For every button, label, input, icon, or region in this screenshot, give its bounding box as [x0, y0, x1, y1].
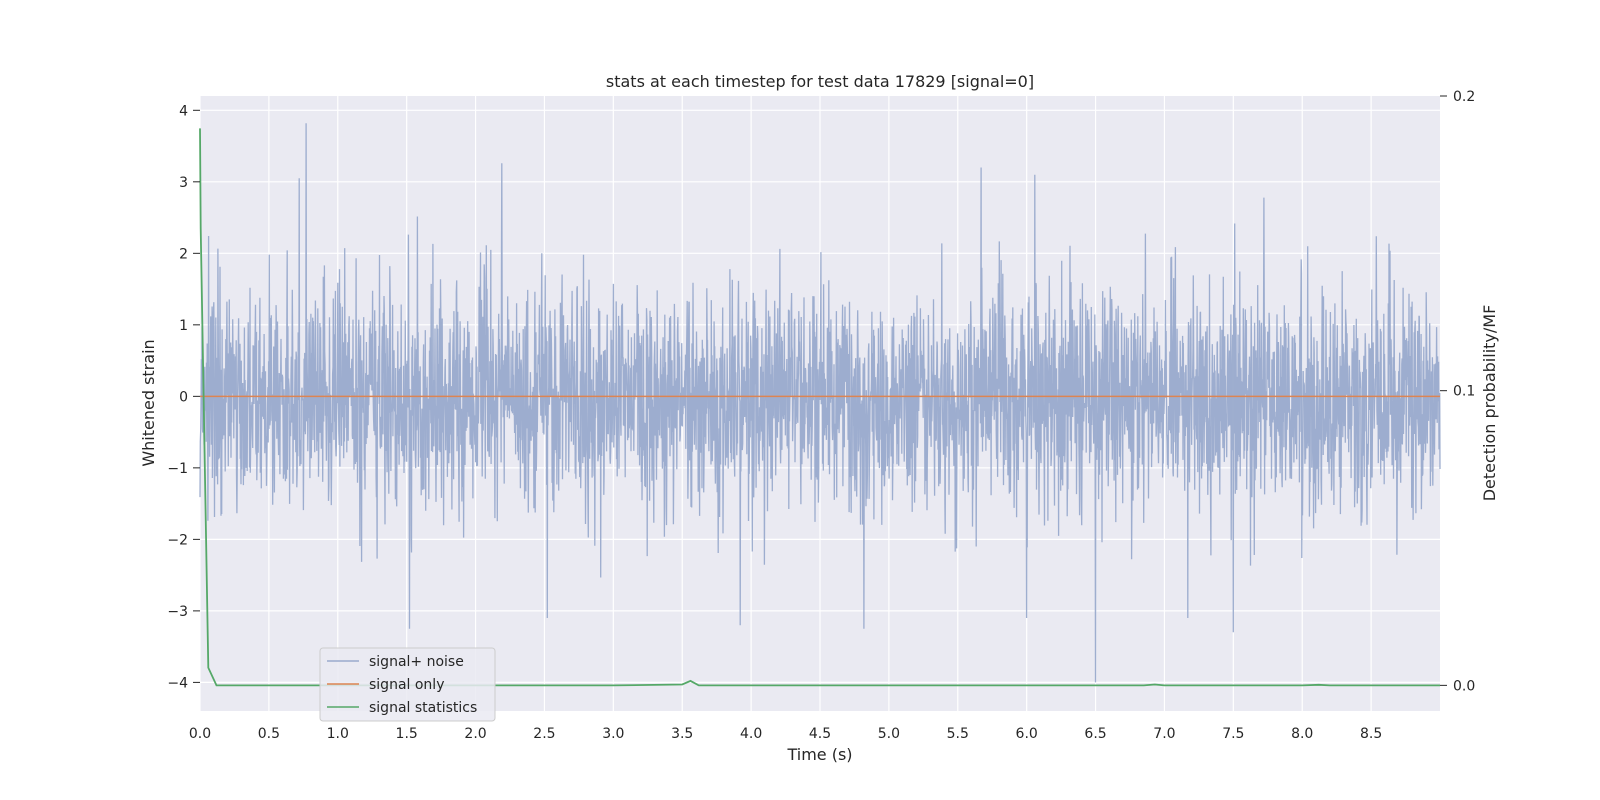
x-tick-label: 6.0	[1016, 726, 1038, 742]
x-tick-label: 1.0	[327, 726, 349, 742]
legend-label-signal: signal only	[369, 677, 444, 693]
x-tick-label: 5.5	[947, 726, 969, 742]
x-axis-ticks: 0.0 0.5 1.0 1.5 2.0 2.5 3.0 3.5 4.0 4.5 5.0 5.5 6.0 6…	[189, 726, 1382, 742]
x-tick-label: 6.5	[1084, 726, 1106, 742]
y2-axis-label: Detection probability/MF	[1480, 305, 1499, 502]
legend-label-noise: signal+ noise	[369, 654, 464, 670]
x-tick-label: 7.5	[1222, 726, 1244, 742]
x-tick-label: 5.0	[878, 726, 900, 742]
x-axis-label: Time (s)	[786, 745, 852, 764]
y-tick-label: 4	[179, 103, 188, 119]
y-tick-label: 3	[179, 175, 188, 191]
x-tick-label: 8.0	[1291, 726, 1313, 742]
x-tick-label: 2.5	[533, 726, 555, 742]
y2-tick-label: 0.0	[1453, 678, 1475, 694]
y-axis-ticks: 4 3 2 1 0 −1 −2 −3 −4	[167, 103, 200, 691]
x-tick-label: 0.0	[189, 726, 211, 742]
x-tick-label: 3.5	[671, 726, 693, 742]
y-tick-label: 1	[179, 318, 188, 334]
y-tick-label: −3	[167, 604, 188, 620]
y-tick-label: −1	[167, 461, 188, 477]
y-tick-label: 2	[179, 246, 188, 262]
series-signal-statistics	[199, 128, 1440, 687]
legend-box	[319, 647, 496, 722]
y2-tick-label: 0.1	[1453, 384, 1475, 400]
y2-axis-ticks: 0.2 0.1 0.0	[1440, 89, 1475, 694]
x-tick-label: 4.5	[809, 726, 831, 742]
x-tick-label: 8.5	[1360, 726, 1382, 742]
x-tick-label: 0.5	[258, 726, 280, 742]
x-tick-label: 1.5	[396, 726, 418, 742]
x-tick-label: 7.0	[1153, 726, 1175, 742]
x-tick-label: 3.0	[602, 726, 624, 742]
x-tick-label: 2.0	[464, 726, 486, 742]
legend-label-stats: signal statistics	[369, 700, 477, 716]
chart-title: stats at each timestep for test data 178…	[606, 72, 1034, 91]
x-tick-label: 4.0	[740, 726, 762, 742]
y-axis-label: Whitened strain	[139, 339, 158, 466]
series-signal-noise	[199, 123, 1441, 683]
series-layer	[199, 123, 1441, 687]
y-tick-label: −2	[167, 532, 188, 548]
legend: signal+ noise signal only signal statist…	[319, 647, 496, 722]
y2-tick-label: 0.2	[1453, 89, 1475, 105]
y-tick-label: −4	[167, 675, 188, 691]
y-tick-label: 0	[179, 389, 188, 405]
